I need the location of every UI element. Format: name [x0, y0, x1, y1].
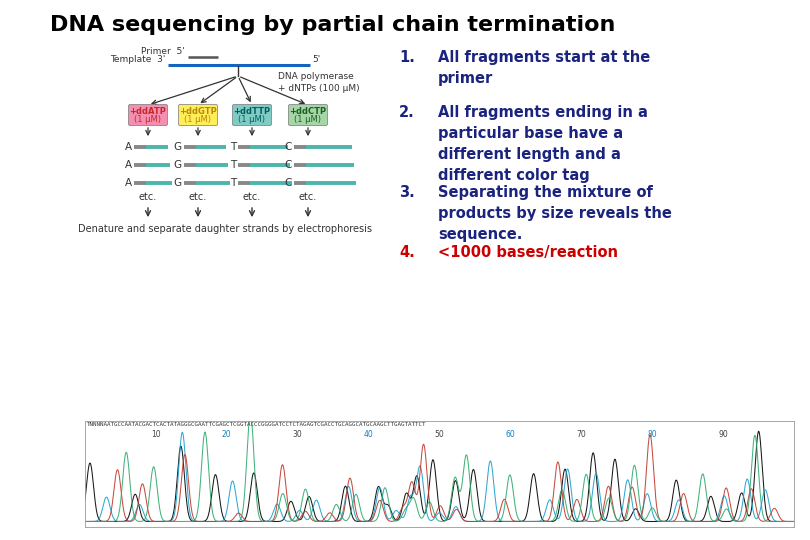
- Text: 60: 60: [505, 430, 515, 439]
- Text: (1 μM): (1 μM): [134, 114, 161, 124]
- Text: 50: 50: [434, 430, 445, 439]
- Text: T: T: [230, 142, 236, 152]
- Text: +ddTTP: +ddTTP: [233, 107, 271, 116]
- Text: 10: 10: [151, 430, 160, 439]
- Text: 20: 20: [222, 430, 232, 439]
- Text: 5': 5': [312, 55, 320, 64]
- Text: 4.: 4.: [399, 245, 415, 260]
- Text: A: A: [125, 160, 132, 170]
- Text: G: G: [174, 178, 182, 188]
- Text: 2.: 2.: [399, 105, 415, 120]
- Text: +ddCTP: +ddCTP: [289, 107, 326, 116]
- Text: DNA polymerase
+ dNTPs (100 μM): DNA polymerase + dNTPs (100 μM): [278, 72, 360, 93]
- Text: C: C: [284, 142, 292, 152]
- Text: 1.: 1.: [399, 50, 415, 65]
- Text: Denature and separate daughter strands by electrophoresis: Denature and separate daughter strands b…: [78, 224, 372, 234]
- Text: etc.: etc.: [189, 192, 207, 202]
- Text: All fragments ending in a
particular base have a
different length and a
differen: All fragments ending in a particular bas…: [438, 105, 648, 183]
- Text: etc.: etc.: [139, 192, 157, 202]
- Text: +ddGTP: +ddGTP: [179, 107, 217, 116]
- Text: A: A: [125, 142, 132, 152]
- Text: +ddATP: +ddATP: [130, 107, 166, 116]
- Text: DNA sequencing by partial chain termination: DNA sequencing by partial chain terminat…: [50, 15, 616, 35]
- Text: etc.: etc.: [243, 192, 261, 202]
- Text: Template  3': Template 3': [109, 55, 165, 64]
- FancyBboxPatch shape: [129, 105, 168, 125]
- Text: <1000 bases/reaction: <1000 bases/reaction: [438, 245, 618, 260]
- Text: 80: 80: [647, 430, 657, 439]
- Text: Separating the mixture of
products by size reveals the
sequence.: Separating the mixture of products by si…: [438, 185, 671, 242]
- FancyBboxPatch shape: [178, 105, 218, 125]
- Text: G: G: [174, 160, 182, 170]
- Text: C: C: [284, 160, 292, 170]
- Text: 40: 40: [364, 430, 373, 439]
- Text: (1 μM): (1 μM): [295, 114, 322, 124]
- Text: 90: 90: [718, 430, 728, 439]
- Text: (1 μM): (1 μM): [238, 114, 266, 124]
- Text: C: C: [284, 178, 292, 188]
- FancyBboxPatch shape: [232, 105, 271, 125]
- Text: TNNNNAATGCCAATACGACTCACTATAGGGCGAATTCGAGCTCGGTACCCGGGGATCCTCTAGAGTCGACCTGCAGGCAT: TNNNNAATGCCAATACGACTCACTATAGGGCGAATTCGAG…: [87, 422, 426, 427]
- Text: etc.: etc.: [299, 192, 318, 202]
- Text: Primer  5': Primer 5': [141, 47, 185, 56]
- Text: All fragments start at the
primer: All fragments start at the primer: [438, 50, 650, 86]
- Text: 3.: 3.: [399, 185, 415, 200]
- Text: 30: 30: [292, 430, 303, 439]
- FancyBboxPatch shape: [288, 105, 327, 125]
- Text: T: T: [230, 160, 236, 170]
- Text: T: T: [230, 178, 236, 188]
- Text: 70: 70: [576, 430, 586, 439]
- Text: (1 μM): (1 μM): [185, 114, 211, 124]
- Text: G: G: [174, 142, 182, 152]
- Text: A: A: [125, 178, 132, 188]
